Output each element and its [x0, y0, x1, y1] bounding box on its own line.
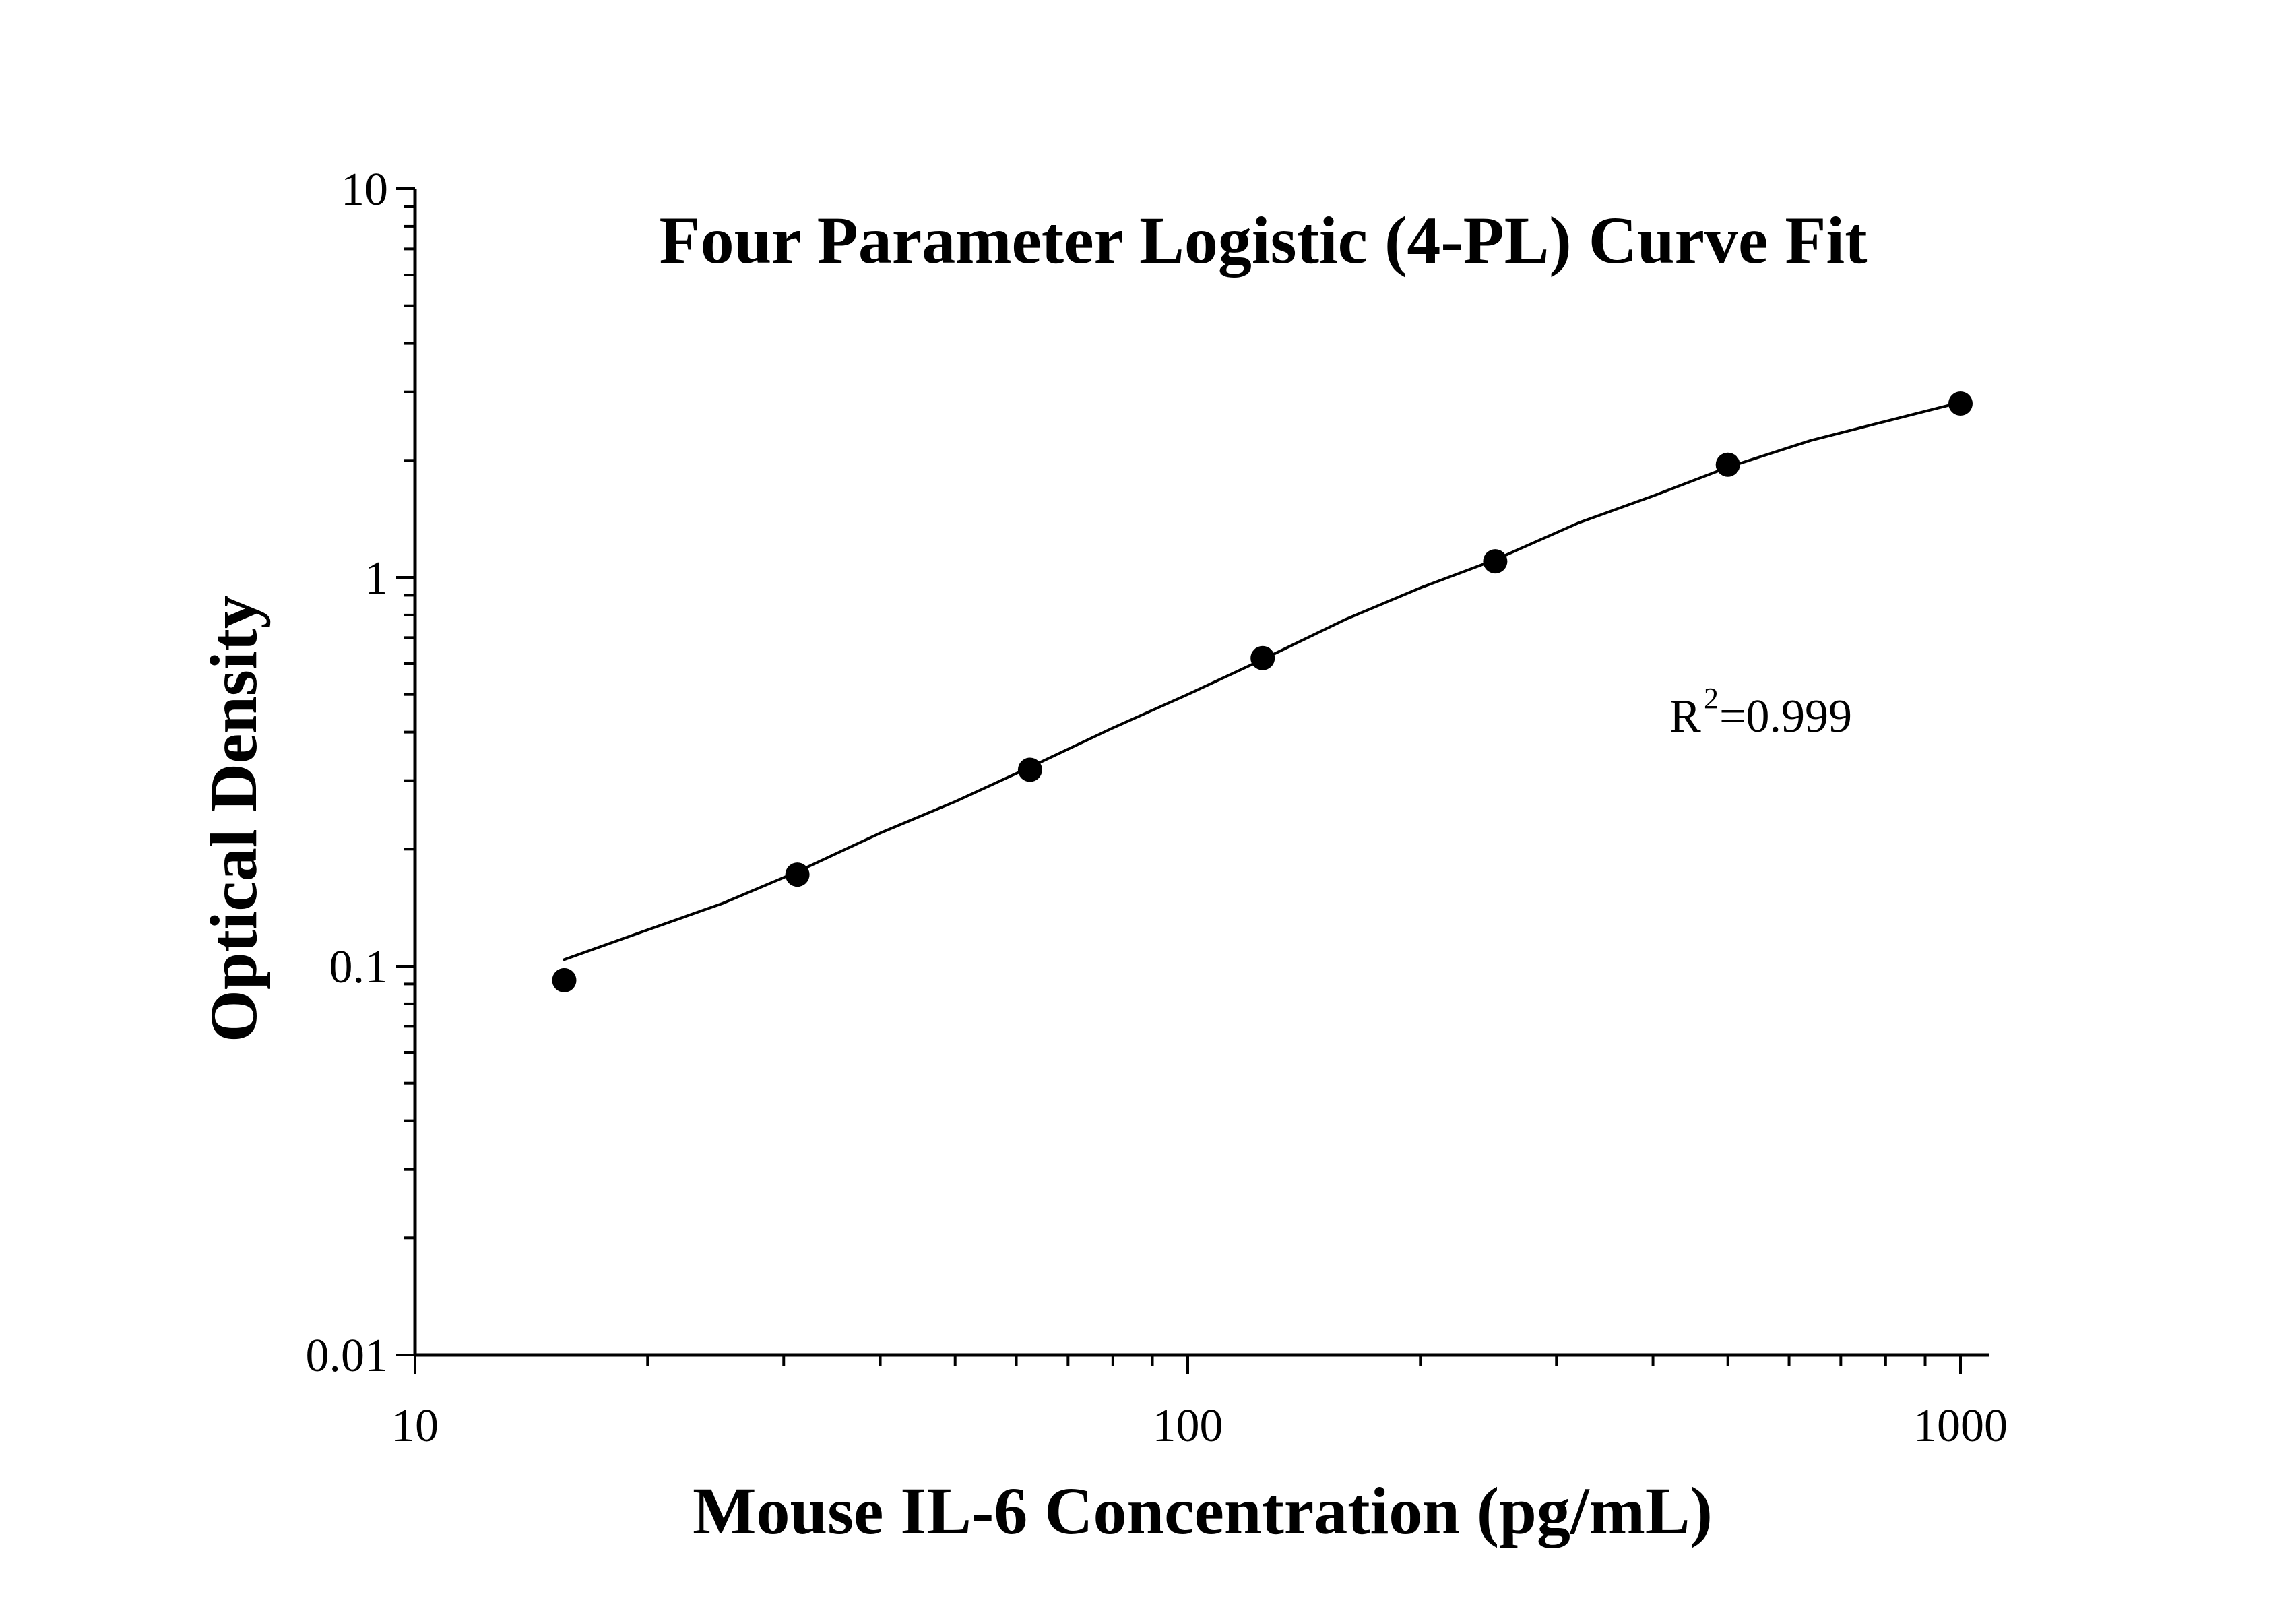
- y-tick-label: 0.01: [306, 1330, 389, 1382]
- data-point: [1483, 549, 1508, 574]
- x-tick-label: 100: [1153, 1400, 1223, 1452]
- x-axis-label: Mouse IL-6 Concentration (pg/mL): [693, 1474, 1713, 1548]
- x-axis-ticks: [414, 1355, 1962, 1374]
- y-tick-label: 1: [364, 552, 388, 604]
- y-tick-label: 10: [341, 164, 388, 216]
- x-tick-label: 1000: [1913, 1400, 2008, 1452]
- chart-title: Four Parameter Logistic (4-PL) Curve Fit: [659, 203, 1867, 278]
- y-tick-label: 0.1: [329, 941, 389, 993]
- x-axis-tick-labels: 10 100 1000: [391, 1400, 2008, 1452]
- data-point: [552, 968, 577, 992]
- r-squared-letter: R: [1669, 691, 1701, 742]
- data-points: [552, 391, 1973, 992]
- y-axis-ticks: [396, 187, 415, 1356]
- data-point: [1715, 452, 1740, 477]
- data-point: [1948, 391, 1973, 416]
- r-squared-value: =0.999: [1719, 691, 1852, 742]
- data-point: [1250, 645, 1275, 670]
- r-squared-annotation: R 2 =0.999: [1669, 682, 1852, 742]
- y-axis-label: Optical Density: [196, 595, 271, 1042]
- x-tick-label: 10: [391, 1400, 439, 1452]
- data-point: [785, 862, 810, 887]
- r-squared-superscript: 2: [1704, 682, 1719, 715]
- data-point: [1017, 757, 1042, 782]
- y-axis-tick-labels: 0.01 0.1 1 10: [306, 164, 389, 1382]
